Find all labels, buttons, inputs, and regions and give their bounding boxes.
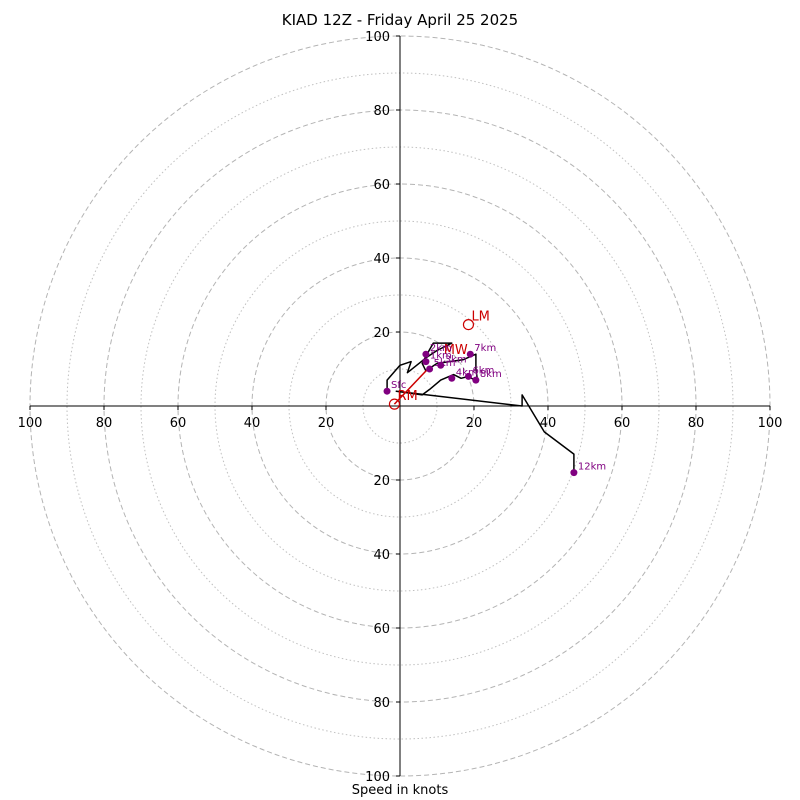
x-tick-label: 80 [96,416,113,431]
storm-marker-rm [388,398,401,410]
height-marker [448,374,456,382]
y-tick-label: 40 [373,252,390,267]
height-marker [422,358,430,366]
height-label: 2km [430,343,452,354]
height-label: 8km [480,369,502,380]
y-tick-label: 100 [365,30,390,45]
x-tick-label: 100 [18,416,43,431]
y-tick-label: 20 [373,326,390,341]
x-tick-label: 100 [758,416,783,431]
storm-label-lm: LM [471,310,489,325]
height-label: 6km [472,365,494,376]
height-label: 7km [474,343,496,354]
storm-marker-lm [462,319,475,331]
x-tick-label: 60 [170,416,187,431]
hodograph-trace-layer [386,342,575,473]
y-tick-label: 80 [373,104,390,119]
tick-labels: 20 20 20 20 40 40 40 40 60 60 60 60 80 80 80 80 100 100 10… [18,30,783,785]
x-tick-label: 40 [540,416,557,431]
height-label: 5km [434,358,456,369]
height-label: 3km [445,354,467,365]
y-tick-label: 80 [373,696,390,711]
height-label: Sfc [391,380,406,391]
height-marker [466,350,474,358]
height-marker [464,372,472,380]
x-tick-label: 20 [466,416,483,431]
y-tick-label: 60 [373,178,390,193]
x-tick-label: 20 [318,416,335,431]
height-label: 4km [456,367,478,378]
storm-motion-line [393,366,431,405]
y-tick-label: 100 [365,770,390,785]
x-axis-label: Speed in knots [351,783,449,798]
storm-motion-layer: RM LM MW [388,310,490,410]
hodograph-trace [386,342,575,473]
x-tick-label: 80 [688,416,705,431]
storm-label-rm: RM [397,389,417,404]
height-label: 1km [430,351,452,362]
x-tick-label: 60 [614,416,631,431]
storm-label-mw: MW [444,343,468,358]
height-label: 12km [578,462,606,473]
y-tick-label: 20 [373,474,390,489]
height-marker [570,469,578,477]
axes-layer [29,35,771,777]
height-marker [437,361,445,369]
x-tick-label: 40 [244,416,261,431]
height-marker [472,376,480,384]
chart-title: KIAD 12Z - Friday April 25 2025 [281,11,519,29]
y-tick-label: 60 [373,622,390,637]
height-marker [426,365,434,373]
y-tick-label: 40 [373,548,390,563]
height-marker [422,350,430,358]
height-marker [383,387,391,395]
